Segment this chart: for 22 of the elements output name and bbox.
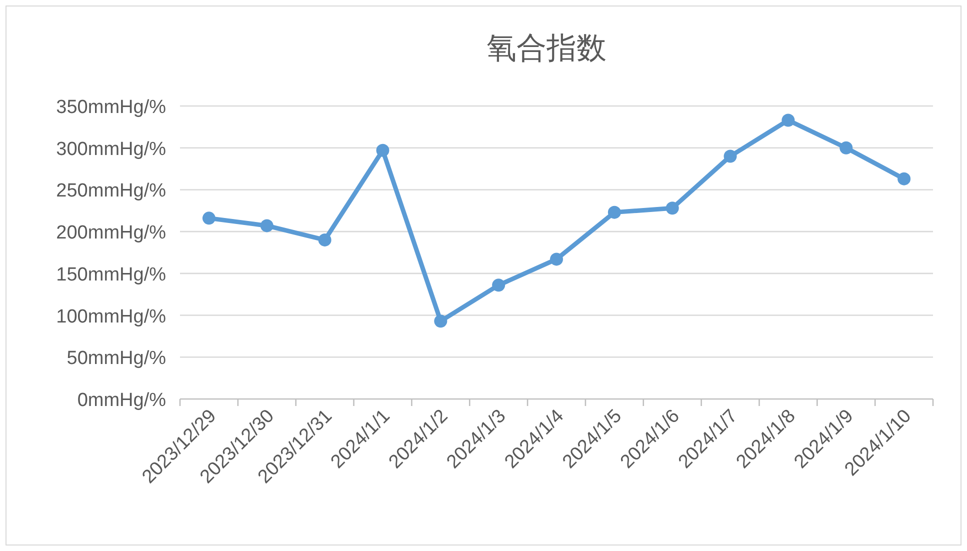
y-tick-label: 250mmHg/%	[56, 180, 166, 202]
chart-title: 氧合指数	[486, 32, 606, 65]
y-tick-label: 50mmHg/%	[66, 348, 166, 370]
point	[434, 314, 448, 328]
point	[550, 252, 563, 266]
point	[260, 219, 274, 232]
point	[318, 233, 332, 246]
point	[724, 150, 737, 163]
point	[608, 206, 621, 219]
y-tick-label: 0mmHg/%	[77, 390, 166, 411]
y-tick-label: 350mmHg/%	[56, 97, 166, 118]
point	[202, 212, 216, 225]
point	[376, 144, 390, 157]
point	[840, 141, 853, 154]
y-tick-label: 300mmHg/%	[56, 138, 166, 160]
point	[666, 202, 679, 215]
y-tick-label: 200mmHg/%	[56, 222, 166, 244]
point	[782, 114, 795, 127]
point	[492, 278, 506, 292]
y-tick-label: 100mmHg/%	[56, 306, 166, 328]
point	[898, 172, 911, 186]
y-tick-label: 150mmHg/%	[56, 264, 166, 286]
